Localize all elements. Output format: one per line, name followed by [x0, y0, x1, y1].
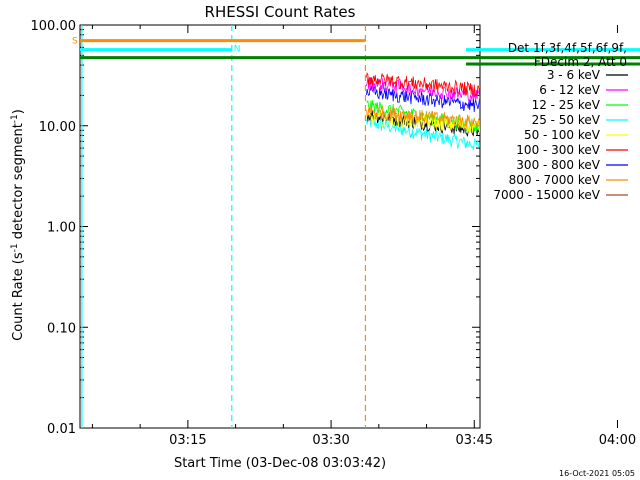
y-tick-label: 100.00: [31, 19, 77, 34]
series-line-6: [366, 84, 480, 113]
x-tick-label: 04:00: [599, 433, 636, 448]
chart-title: RHESSI Count Rates: [205, 3, 356, 21]
legend-label: 25 - 50 keV: [532, 113, 601, 127]
legend-header: FDecim 2, Att 0: [534, 55, 627, 69]
series-line-2: [366, 99, 480, 133]
legend-label: 100 - 300 keV: [516, 143, 600, 157]
x-tick-label: 03:30: [312, 433, 349, 448]
y-tick-label: 0.01: [47, 422, 76, 437]
legend-label: 800 - 7000 keV: [509, 173, 601, 187]
x-tick-label: 03:15: [169, 433, 206, 448]
series-group: [366, 72, 480, 151]
legend-label: 12 - 25 keV: [532, 98, 601, 112]
legend: Det 1f,3f,4f,5f,6f,9f,FDecim 2, Att 03 -…: [493, 41, 628, 202]
flag-label: N: [234, 45, 241, 55]
y-tick-label: 0.10: [47, 321, 76, 336]
series-line-7: [366, 106, 480, 130]
series-line-5: [366, 72, 480, 97]
series-line-3: [366, 115, 480, 151]
y-axis: 100.00 10.00 1.00 0.10 0.01: [31, 19, 480, 437]
series-line-1: [366, 76, 480, 104]
legend-label: 50 - 100 keV: [524, 128, 601, 142]
y-tick-label: 10.00: [39, 120, 76, 135]
legend-label: 3 - 6 keV: [547, 68, 601, 82]
x-tick-label: 03:45: [456, 433, 493, 448]
flag-bars: SNRD0RD4: [72, 37, 640, 66]
vertical-markers: [81, 25, 367, 428]
flag-label: S: [72, 37, 78, 47]
y-tick-label: 1.00: [47, 221, 76, 236]
timestamp: 16-Oct-2021 05:05: [559, 469, 635, 478]
legend-label: 7000 - 15000 keV: [493, 188, 600, 202]
legend-label: 6 - 12 keV: [539, 83, 601, 97]
x-axis-label: Start Time (03-Dec-08 03:03:42): [174, 456, 386, 471]
legend-header: Det 1f,3f,4f,5f,6f,9f,: [508, 41, 627, 55]
series-line-4: [366, 111, 480, 134]
y-axis-label: Count Rate (s-1 detector segment-1): [10, 109, 26, 341]
legend-label: 300 - 800 keV: [516, 158, 600, 172]
